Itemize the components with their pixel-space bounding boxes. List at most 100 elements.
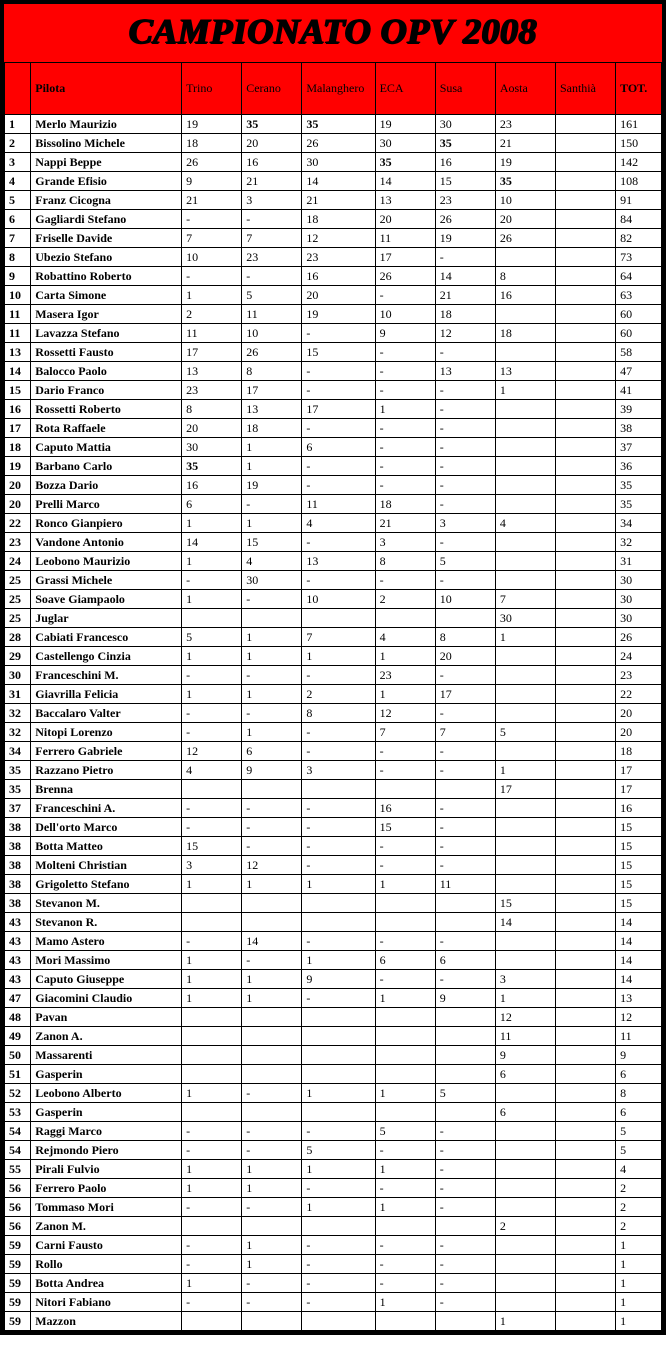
cell-value: 1 xyxy=(182,590,242,609)
cell-total: 30 xyxy=(616,590,662,609)
cell-value: 1 xyxy=(242,628,302,647)
cell-pilota: Raggi Marco xyxy=(31,1122,182,1141)
cell-value: 3 xyxy=(435,514,495,533)
cell-value xyxy=(375,1103,435,1122)
cell-value: 26 xyxy=(375,267,435,286)
cell-value xyxy=(495,400,555,419)
cell-pilota: Dell'orto Marco xyxy=(31,818,182,837)
cell-value xyxy=(495,1198,555,1217)
cell-total: 15 xyxy=(616,818,662,837)
cell-value: - xyxy=(302,381,375,400)
cell-pos: 47 xyxy=(5,989,31,1008)
cell-value: 13 xyxy=(435,362,495,381)
cell-value: 19 xyxy=(182,115,242,134)
cell-value xyxy=(555,894,615,913)
table-row: 24Leobono Maurizio14138531 xyxy=(5,552,662,571)
cell-pilota: Masera Igor xyxy=(31,305,182,324)
cell-pos: 56 xyxy=(5,1198,31,1217)
cell-pos: 51 xyxy=(5,1065,31,1084)
cell-value: - xyxy=(242,799,302,818)
cell-value: 14 xyxy=(242,932,302,951)
cell-value: - xyxy=(302,419,375,438)
cell-value xyxy=(435,894,495,913)
cell-value: 26 xyxy=(435,210,495,229)
cell-value: 1 xyxy=(302,875,375,894)
table-row: 14Balocco Paolo138--131347 xyxy=(5,362,662,381)
cell-value: - xyxy=(375,1236,435,1255)
table-row: 56Zanon M.22 xyxy=(5,1217,662,1236)
cell-pilota: Rossetti Fausto xyxy=(31,343,182,362)
cell-value: - xyxy=(242,951,302,970)
table-row: 54Rejmondo Piero--5--5 xyxy=(5,1141,662,1160)
cell-value: 14 xyxy=(182,533,242,552)
cell-value: 3 xyxy=(182,856,242,875)
cell-value: - xyxy=(375,381,435,400)
cell-value xyxy=(555,970,615,989)
cell-pos: 54 xyxy=(5,1122,31,1141)
cell-pilota: Rossetti Roberto xyxy=(31,400,182,419)
cell-pos: 13 xyxy=(5,343,31,362)
cell-value: - xyxy=(302,932,375,951)
cell-pilota: Balocco Paolo xyxy=(31,362,182,381)
cell-value: 7 xyxy=(435,723,495,742)
cell-pilota: Bozza Dario xyxy=(31,476,182,495)
cell-pilota: Zanon M. xyxy=(31,1217,182,1236)
cell-value: 1 xyxy=(375,989,435,1008)
cell-pos: 48 xyxy=(5,1008,31,1027)
cell-value: 30 xyxy=(435,115,495,134)
cell-value xyxy=(182,913,242,932)
cell-value: 12 xyxy=(242,856,302,875)
cell-value: 6 xyxy=(495,1065,555,1084)
cell-total: 22 xyxy=(616,685,662,704)
cell-value: - xyxy=(182,818,242,837)
table-row: 20Prelli Marco6-1118-35 xyxy=(5,495,662,514)
cell-value: 18 xyxy=(182,134,242,153)
cell-value xyxy=(242,780,302,799)
cell-value xyxy=(435,1217,495,1236)
cell-value: - xyxy=(302,1236,375,1255)
cell-pos: 54 xyxy=(5,1141,31,1160)
table-row: 28Cabiati Francesco51748126 xyxy=(5,628,662,647)
cell-value: 17 xyxy=(302,400,375,419)
table-row: 52Leobono Alberto1-1158 xyxy=(5,1084,662,1103)
cell-total: 41 xyxy=(616,381,662,400)
cell-value: - xyxy=(375,1141,435,1160)
cell-value: 16 xyxy=(182,476,242,495)
cell-value xyxy=(495,666,555,685)
cell-pos: 35 xyxy=(5,780,31,799)
col-tot: TOT. xyxy=(616,63,662,115)
cell-value: 21 xyxy=(375,514,435,533)
cell-total: 26 xyxy=(616,628,662,647)
cell-pilota: Pavan xyxy=(31,1008,182,1027)
cell-value: - xyxy=(435,932,495,951)
cell-value: 17 xyxy=(242,381,302,400)
cell-value: 35 xyxy=(435,134,495,153)
cell-total: 84 xyxy=(616,210,662,229)
cell-value: - xyxy=(435,666,495,685)
cell-total: 1 xyxy=(616,1293,662,1312)
cell-value: 10 xyxy=(182,248,242,267)
cell-value: 12 xyxy=(375,704,435,723)
cell-value: 11 xyxy=(375,229,435,248)
cell-value: 3 xyxy=(242,191,302,210)
table-row: 50Massarenti99 xyxy=(5,1046,662,1065)
cell-value: 8 xyxy=(495,267,555,286)
cell-value xyxy=(555,818,615,837)
cell-pos: 38 xyxy=(5,894,31,913)
cell-value: 20 xyxy=(375,210,435,229)
cell-pilota: Grigoletto Stefano xyxy=(31,875,182,894)
cell-pos: 59 xyxy=(5,1312,31,1331)
cell-total: 30 xyxy=(616,609,662,628)
cell-value xyxy=(302,780,375,799)
cell-pilota: Nitopi Lorenzo xyxy=(31,723,182,742)
cell-value: 1 xyxy=(242,1255,302,1274)
cell-value: 1 xyxy=(182,552,242,571)
cell-value xyxy=(555,856,615,875)
cell-value xyxy=(495,495,555,514)
cell-value: 5 xyxy=(435,552,495,571)
cell-pilota: Castellengo Cinzia xyxy=(31,647,182,666)
cell-value xyxy=(435,1027,495,1046)
cell-pilota: Merlo Maurizio xyxy=(31,115,182,134)
cell-value: 13 xyxy=(375,191,435,210)
cell-value: 1 xyxy=(182,970,242,989)
